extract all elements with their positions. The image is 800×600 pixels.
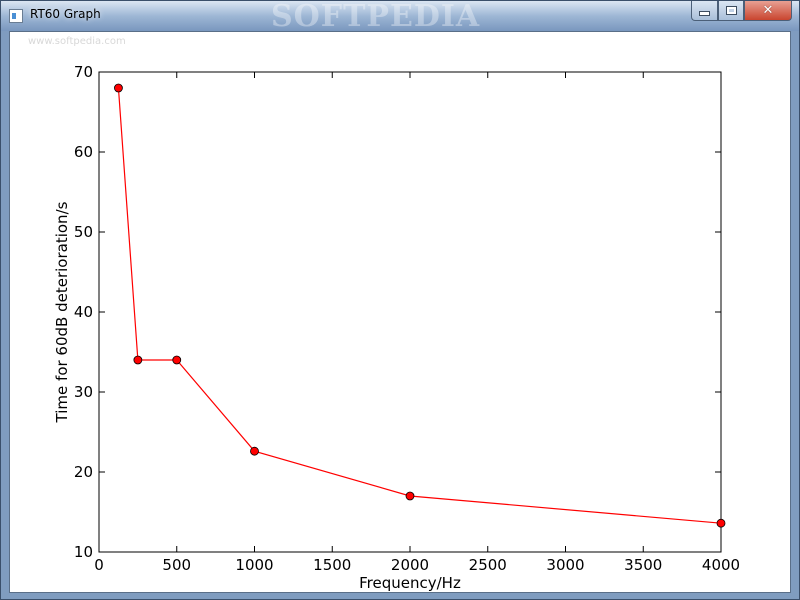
- y-tick-label: 10: [74, 543, 93, 561]
- minimize-icon: [699, 11, 710, 16]
- data-point: [172, 355, 182, 365]
- maximize-icon: [725, 6, 737, 15]
- app-icon: [9, 9, 23, 23]
- y-axis-label: Time for 60dB deterioration/s: [53, 201, 71, 423]
- x-tick-label: 4000: [702, 556, 740, 574]
- y-axis-ticks: 10 20 30 40 50 60 70: [74, 63, 721, 561]
- plot-frame: [98, 71, 722, 553]
- data-point: [716, 518, 726, 528]
- x-tick-label: 0: [94, 556, 104, 574]
- close-button[interactable]: ✕: [744, 1, 792, 21]
- series-points: [114, 83, 726, 528]
- title-bar[interactable]: RT60 Graph SOFTPEDIA ✕: [1, 0, 799, 34]
- x-tick-label: 2000: [391, 556, 429, 574]
- y-tick-label: 40: [74, 303, 93, 321]
- data-point: [250, 446, 259, 456]
- data-point: [133, 355, 143, 365]
- y-tick-label: 60: [74, 143, 93, 161]
- data-point: [114, 83, 123, 93]
- rt60-chart: 0 500 1000 1500 2000 2500 3000 3500 4000 10 20 30 4…: [53, 63, 740, 592]
- minimize-button[interactable]: [691, 1, 718, 21]
- plot-area-container: www.softpedia.com 0 500 1000 1500 2000 2500 30…: [9, 31, 791, 593]
- x-tick-label: 3500: [624, 556, 662, 574]
- x-tick-label: 2500: [469, 556, 507, 574]
- x-axis-ticks: 0 500 1000 1500 2000 2500 3000 3500 4000: [94, 72, 740, 574]
- y-tick-label: 70: [74, 63, 93, 81]
- series-line: [117, 87, 722, 524]
- x-tick-label: 3000: [546, 556, 584, 574]
- x-tick-label: 500: [162, 556, 191, 574]
- x-axis-label: Frequency/Hz: [359, 574, 461, 592]
- window-title: RT60 Graph: [30, 7, 101, 21]
- y-tick-label: 30: [74, 383, 93, 401]
- x-tick-label: 1000: [235, 556, 273, 574]
- y-tick-label: 20: [74, 463, 93, 481]
- data-point: [405, 491, 415, 501]
- maximize-button[interactable]: [718, 1, 744, 21]
- y-tick-label: 50: [74, 223, 93, 241]
- watermark-logo: SOFTPEDIA: [271, 0, 481, 34]
- x-tick-label: 1500: [313, 556, 351, 574]
- close-icon: ✕: [762, 3, 774, 18]
- watermark-url: www.softpedia.com: [28, 36, 126, 47]
